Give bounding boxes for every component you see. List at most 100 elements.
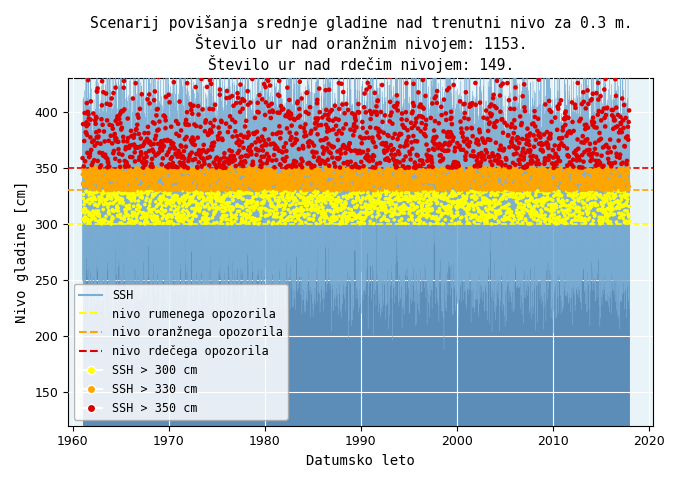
Point	[392, 135, 403, 143]
Point	[291, 129, 302, 137]
Point	[367, 170, 377, 177]
Point	[326, 178, 337, 186]
Point	[579, 121, 590, 129]
Point	[556, 218, 567, 226]
Point	[214, 197, 225, 205]
Point	[482, 214, 493, 222]
Point	[464, 175, 475, 183]
Point	[437, 220, 448, 227]
Point	[107, 176, 118, 184]
Point	[556, 206, 567, 214]
Point	[273, 181, 284, 189]
Point	[473, 141, 484, 148]
Point	[510, 167, 521, 175]
Point	[320, 214, 330, 222]
Point	[245, 172, 256, 180]
Point	[158, 112, 169, 120]
Point	[309, 175, 320, 183]
Point	[390, 202, 401, 210]
Point	[263, 165, 274, 173]
Point	[280, 112, 291, 120]
Point	[245, 99, 256, 106]
Point	[90, 169, 101, 177]
Point	[92, 164, 103, 172]
Point	[294, 164, 305, 172]
Point	[226, 166, 237, 173]
Point	[554, 175, 565, 183]
Point	[538, 172, 549, 180]
Point	[533, 131, 544, 139]
Point	[373, 179, 384, 186]
Point	[359, 167, 370, 175]
Point	[336, 80, 347, 88]
Point	[515, 113, 526, 120]
Point	[86, 170, 97, 178]
Point	[513, 203, 524, 211]
Point	[550, 167, 561, 174]
Point	[532, 115, 543, 123]
Point	[160, 177, 171, 185]
Point	[374, 166, 385, 173]
Point	[161, 180, 172, 187]
Point	[466, 214, 477, 222]
Point	[415, 162, 426, 170]
Point	[337, 176, 347, 184]
Point	[229, 179, 240, 187]
Point	[537, 182, 547, 189]
Point	[272, 144, 283, 152]
Point	[189, 211, 200, 219]
Point	[208, 185, 219, 192]
Point	[423, 173, 434, 181]
Point	[83, 177, 94, 185]
Point	[447, 212, 458, 219]
Point	[411, 49, 422, 57]
Point	[526, 207, 537, 214]
Point	[163, 168, 173, 176]
Point	[603, 189, 614, 197]
Point	[464, 168, 475, 175]
Point	[295, 194, 306, 201]
Point	[221, 186, 232, 194]
Point	[107, 190, 118, 198]
Point	[124, 205, 135, 213]
Point	[360, 164, 371, 172]
Point	[554, 134, 564, 142]
Point	[339, 170, 350, 178]
Point	[417, 169, 428, 176]
Point	[496, 158, 507, 166]
Point	[318, 176, 328, 184]
Point	[190, 213, 201, 220]
Point	[239, 133, 250, 141]
Point	[299, 176, 309, 184]
Point	[142, 178, 153, 185]
Point	[80, 209, 91, 217]
Point	[499, 168, 510, 175]
Point	[491, 104, 502, 112]
Point	[248, 161, 258, 169]
Point	[584, 146, 595, 154]
Point	[369, 108, 380, 115]
Point	[600, 187, 611, 195]
Point	[572, 177, 583, 185]
Point	[82, 198, 92, 206]
Point	[292, 136, 303, 144]
Point	[234, 169, 245, 176]
Point	[322, 196, 333, 203]
Point	[352, 163, 362, 171]
Point	[120, 162, 131, 170]
Point	[571, 176, 581, 184]
Point	[303, 165, 313, 172]
Point	[84, 191, 95, 199]
Point	[360, 134, 371, 142]
Point	[182, 201, 193, 209]
Point	[199, 197, 210, 204]
Point	[364, 175, 375, 183]
Point	[385, 170, 396, 177]
Point	[188, 166, 199, 173]
Point	[583, 176, 594, 184]
Point	[621, 201, 632, 209]
Point	[152, 106, 163, 114]
Point	[184, 151, 195, 158]
Point	[440, 216, 451, 224]
Point	[145, 196, 156, 204]
